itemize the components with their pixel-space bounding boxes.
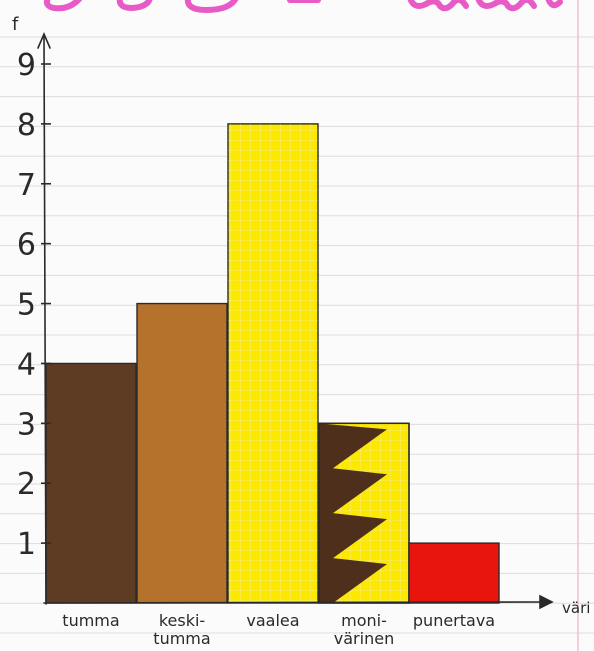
bar [136, 302, 228, 604]
bar [408, 542, 500, 604]
x-tick-label: keski- [159, 611, 205, 630]
y-tick-label: 7 [17, 168, 36, 203]
x-axis-arrow [539, 594, 554, 610]
x-axis-line [43, 601, 546, 604]
y-tick-label: 8 [17, 108, 36, 143]
y-tick-label: 9 [17, 48, 36, 83]
y-axis-label: f [12, 14, 19, 35]
x-tick-label: punertava [413, 611, 495, 630]
bar [45, 362, 137, 604]
bar-stripe-pattern [319, 423, 387, 603]
x-tick-label: moni- [341, 611, 387, 630]
y-tick-label: 4 [17, 347, 36, 382]
y-tick-label: 6 [17, 228, 36, 263]
bar-grid-texture [228, 123, 318, 603]
y-tick-label: 1 [17, 527, 36, 562]
y-tick-label: 3 [17, 407, 36, 442]
y-ticks-group: 1 2 3 4 5 6 7 8 9 [17, 48, 51, 562]
heading-scribble [43, 0, 563, 14]
x-axis-label: väri [562, 599, 590, 617]
y-tick-label: 2 [17, 467, 36, 502]
x-tick-label-line2: värinen [334, 629, 394, 648]
x-tick-label: tumma [62, 611, 119, 630]
axes [37, 31, 554, 610]
y-axis-arrow [37, 31, 51, 49]
bars-group [45, 123, 500, 604]
y-axis-line [43, 35, 47, 605]
x-tick-label: vaalea [246, 611, 299, 630]
x-tick-label-line2: tumma [153, 629, 210, 648]
y-tick-label: 5 [17, 288, 36, 323]
